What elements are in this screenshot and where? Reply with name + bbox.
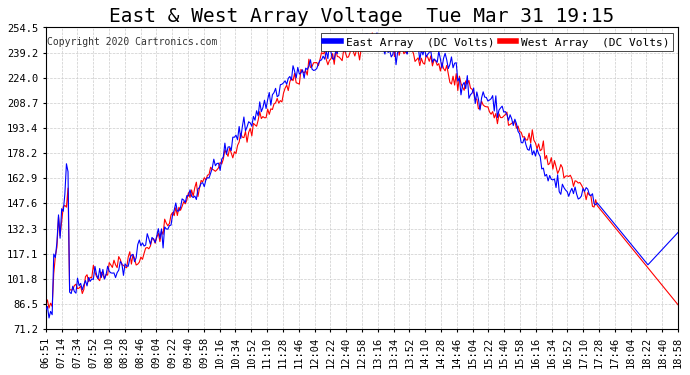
Legend: East Array  (DC Volts), West Array  (DC Volts): East Array (DC Volts), West Array (DC Vo… [321,33,673,51]
Text: Copyright 2020 Cartronics.com: Copyright 2020 Cartronics.com [47,36,217,46]
Title: East & West Array Voltage  Tue Mar 31 19:15: East & West Array Voltage Tue Mar 31 19:… [109,7,615,26]
